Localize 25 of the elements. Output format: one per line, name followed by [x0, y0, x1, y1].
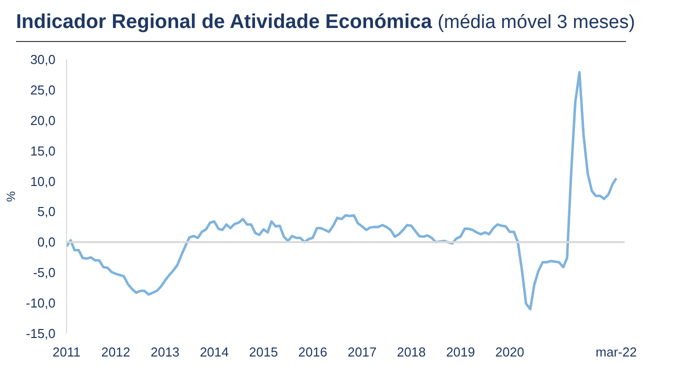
y-tick-label: 30,0	[30, 52, 56, 67]
y-tick-label: 0,0	[37, 234, 56, 250]
y-tick-label: -10,0	[26, 296, 56, 311]
y-tick-label: 5,0	[37, 204, 56, 220]
y-axis-title: %	[4, 190, 18, 202]
y-tick-label: -15,0	[26, 326, 56, 341]
chart-subtitle: (média móvel 3 meses)	[438, 12, 636, 33]
y-tick-label: -5,0	[33, 265, 56, 280]
x-tick-label: 2015	[249, 344, 278, 360]
x-tick-label: 2017	[348, 344, 377, 360]
x-tick-label: 2018	[396, 344, 426, 360]
x-tick-label: 2011	[52, 344, 80, 360]
line-series	[66, 71, 618, 310]
y-tick-label: 10,0	[30, 174, 56, 189]
y-tick-label: 20,0	[30, 112, 56, 128]
x-tick-label: 2014	[200, 344, 229, 360]
x-tick-label: 2019	[446, 344, 475, 360]
x-tick-label: mar-22	[596, 344, 637, 360]
x-tick-label: 2012	[101, 344, 130, 360]
y-tick-label: 15,0	[30, 143, 56, 158]
x-tick-label: 2016	[298, 344, 328, 360]
x-tick-label: 2013	[150, 344, 180, 360]
x-tick-label: 2020	[495, 344, 524, 360]
chart-title: Indicador Regional de Atividade Económica	[16, 11, 432, 33]
y-tick-label: 25,0	[30, 82, 56, 98]
